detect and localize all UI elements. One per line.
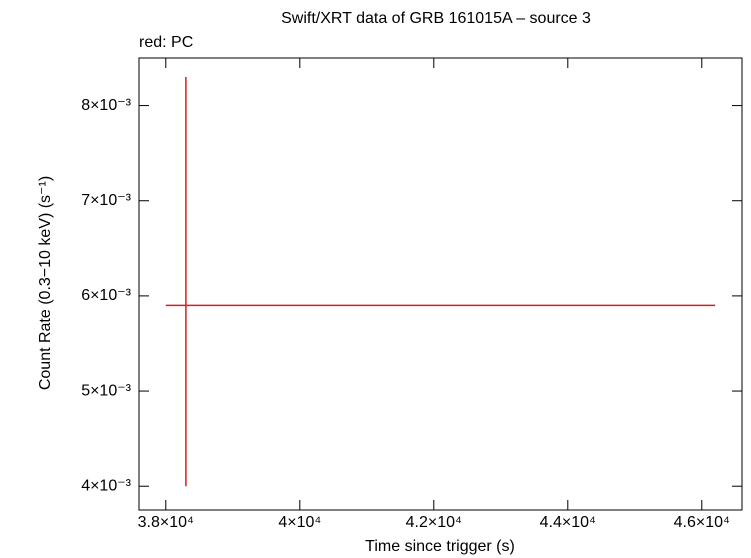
x-tick-label: 3.8×10⁴	[138, 514, 194, 531]
y-tick-label: 7×10⁻³	[81, 192, 131, 209]
subtitle: red: PC	[139, 34, 193, 51]
y-tick-label: 8×10⁻³	[81, 97, 131, 114]
x-tick-label: 4.4×10⁴	[540, 514, 596, 531]
plot-frame	[138, 57, 743, 511]
y-tick-label: 6×10⁻³	[81, 287, 131, 304]
chart-title: Swift/XRT data of GRB 161015A – source 3	[281, 10, 591, 27]
x-tick-label: 4.2×10⁴	[406, 514, 462, 531]
y-tick-label: 4×10⁻³	[81, 477, 131, 494]
y-tick-label: 5×10⁻³	[81, 382, 131, 399]
x-tick-label: 4.6×10⁴	[674, 514, 730, 531]
x-axis-label: Time since trigger (s)	[365, 538, 515, 555]
x-tick-label: 4×10⁴	[278, 514, 321, 531]
y-axis-label: Count Rate (0.3−10 keV) (s⁻¹)	[37, 176, 54, 390]
